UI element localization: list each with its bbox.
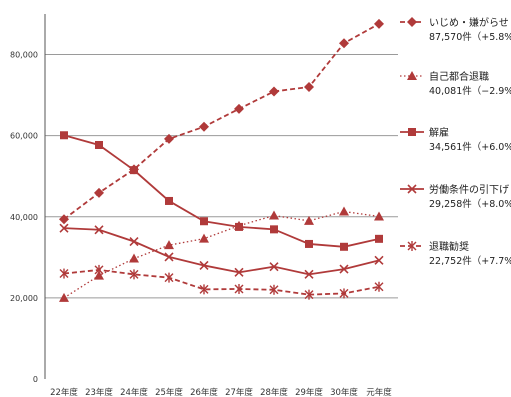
data-point: [129, 269, 139, 280]
data-point: [94, 187, 104, 198]
series-3: [59, 223, 384, 279]
data-point: [270, 225, 278, 234]
data-point: [374, 255, 384, 265]
data-point: [94, 225, 104, 235]
data-point: [199, 233, 209, 243]
y-axis-ticks: 0 20,000 40,000 60,000 80,000: [10, 51, 38, 384]
data-point: [304, 269, 314, 279]
data-point: [339, 38, 349, 49]
legend-marker: [407, 241, 417, 251]
data-point: [269, 284, 279, 295]
x-tick-label: 25年度: [155, 387, 183, 397]
legend-detail: 34,561件（+6.0%）: [429, 141, 511, 153]
data-point: [305, 239, 313, 248]
series-4: [59, 264, 384, 300]
legend-label: 解雇: [429, 126, 449, 139]
x-tick-label: 29年度: [295, 387, 323, 397]
data-point: [374, 18, 384, 29]
data-point: [59, 292, 69, 302]
x-tick-label: 28年度: [260, 387, 288, 397]
y-tick-label: 80,000: [10, 51, 38, 60]
legend-item: 退職勧奨 22,752件（+7.7%）: [400, 240, 511, 267]
legend-label: 労働条件の引下げ: [429, 183, 509, 196]
series-0: [59, 18, 384, 225]
data-point: [129, 253, 139, 263]
series-line: [63, 210, 380, 299]
data-point: [269, 262, 279, 272]
legend-marker: [407, 17, 417, 27]
data-point: [375, 234, 383, 243]
data-point: [94, 264, 104, 275]
legend-detail: 22,752件（+7.7%）: [429, 255, 511, 267]
legend-marker: [408, 128, 416, 136]
legend-item: 解雇 34,561件（+6.0%）: [400, 126, 511, 153]
data-point: [164, 133, 174, 144]
x-tick-label: 元年度: [366, 387, 392, 397]
legend-label: いじめ・嫌がらせ: [429, 16, 509, 29]
data-point: [234, 283, 244, 294]
legend-item: 労働条件の引下げ 29,258件（+8.0%）: [400, 183, 511, 210]
y-tick-label: 20,000: [10, 294, 38, 303]
data-point: [235, 222, 243, 231]
series-lines: [59, 18, 384, 302]
x-tick-label: 22年度: [50, 387, 78, 397]
data-point: [199, 284, 209, 295]
y-tick-label: 0: [33, 375, 38, 384]
data-point: [59, 223, 69, 233]
data-point: [269, 210, 279, 220]
data-point: [59, 268, 69, 279]
x-tick-label: 24年度: [120, 387, 148, 397]
series-line: [63, 227, 380, 276]
legend-marker: [407, 184, 417, 194]
series-line: [63, 268, 380, 296]
legend-marker: [407, 71, 417, 80]
legend-label: 退職勧奨: [429, 240, 469, 253]
x-tick-label: 30年度: [330, 387, 358, 397]
series-2: [60, 131, 383, 251]
data-point: [339, 264, 349, 274]
x-axis-ticks: 22年度 23年度 24年度 25年度 26年度 27年度 28年度 29年度 30年度 元年度: [50, 387, 392, 397]
data-point: [339, 206, 349, 216]
data-point: [269, 86, 279, 97]
data-point: [60, 131, 68, 140]
y-tick-label: 40,000: [10, 213, 38, 222]
series-1: [59, 206, 384, 302]
data-point: [304, 215, 314, 225]
data-point: [130, 166, 138, 175]
data-point: [374, 211, 384, 221]
data-point: [304, 82, 314, 92]
data-point: [199, 121, 209, 132]
legend-detail: 87,570件（+5.8%）: [429, 31, 511, 43]
legend-label: 自己都合退職: [429, 70, 489, 83]
data-point: [94, 270, 104, 280]
data-point: [129, 236, 139, 247]
data-point: [164, 272, 174, 283]
legend-detail: 40,081件（−2.9%）: [429, 85, 511, 97]
data-point: [340, 242, 348, 251]
legend: いじめ・嫌がらせ 87,570件（+5.8%） 自己都合退職 40,081件（−2.9…: [400, 16, 511, 267]
legend-detail: 29,258件（+8.0%）: [429, 198, 511, 210]
legend-item: 自己都合退職 40,081件（−2.9%）: [400, 70, 511, 97]
series-line: [63, 134, 380, 248]
x-tick-label: 23年度: [85, 387, 113, 397]
data-point: [234, 103, 244, 114]
data-point: [164, 252, 174, 262]
data-point: [304, 289, 314, 300]
data-point: [234, 267, 244, 277]
data-point: [164, 240, 174, 250]
x-tick-label: 27年度: [225, 387, 253, 397]
data-point: [374, 281, 384, 292]
gridlines: [45, 54, 398, 299]
data-point: [59, 214, 69, 225]
data-point: [339, 288, 349, 299]
data-point: [200, 217, 208, 226]
legend-item: いじめ・嫌がらせ 87,570件（+5.8%）: [400, 16, 511, 43]
x-tick-label: 26年度: [190, 387, 218, 397]
data-point: [199, 260, 209, 271]
data-point: [165, 196, 173, 205]
data-point: [95, 140, 103, 149]
series-line: [63, 23, 380, 220]
y-tick-label: 60,000: [10, 132, 38, 141]
